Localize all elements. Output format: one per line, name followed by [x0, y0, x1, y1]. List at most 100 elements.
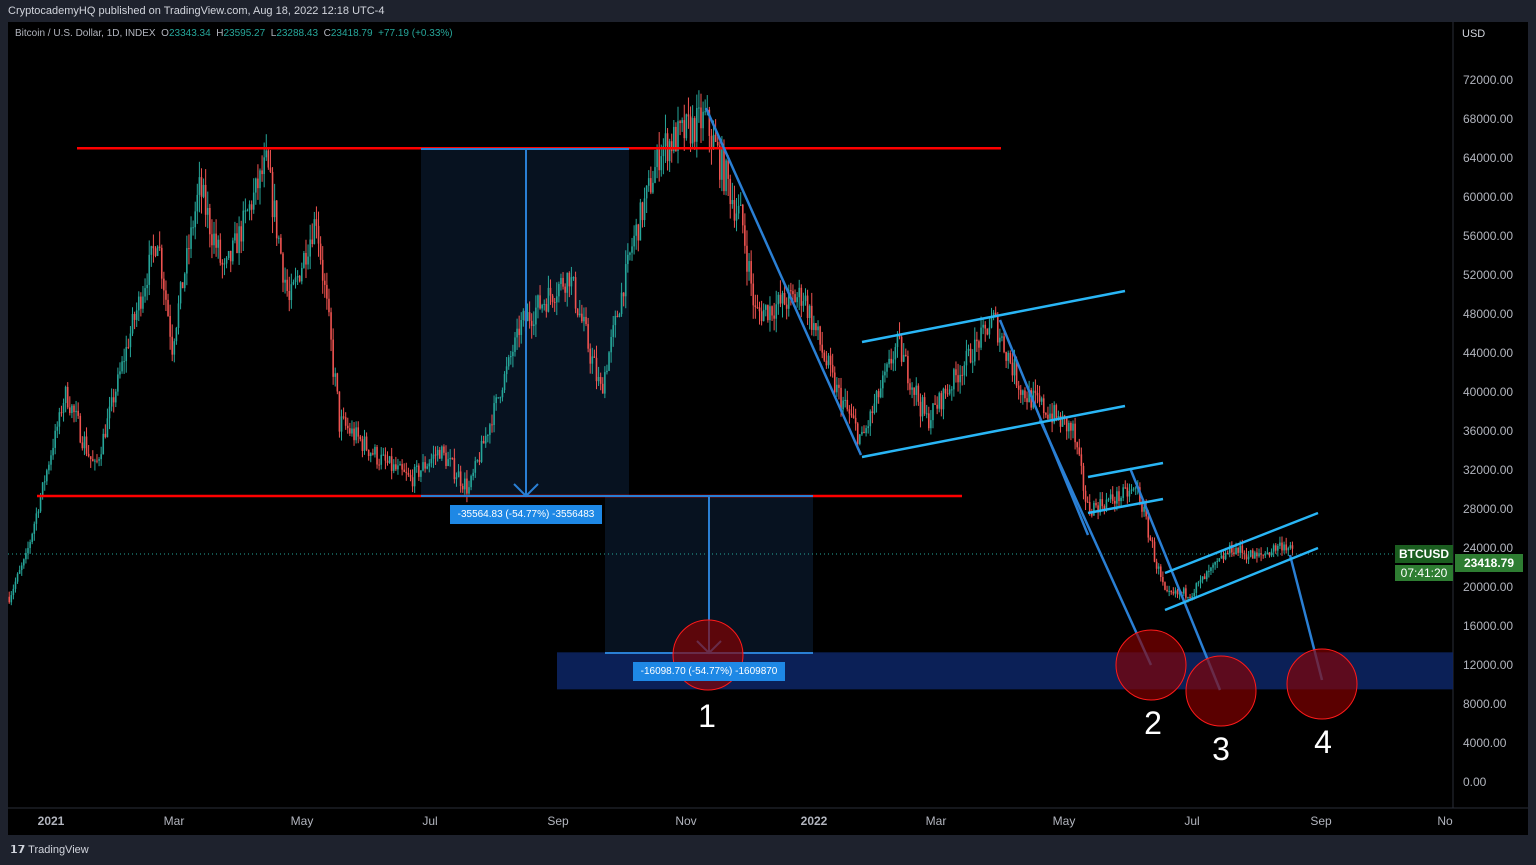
candle-body: [50, 455, 52, 465]
candle-body: [1120, 497, 1122, 502]
candle-body: [514, 337, 516, 352]
change-value: +77.19 (+0.33%): [378, 28, 453, 39]
candle-body: [854, 417, 857, 424]
candle-body: [361, 439, 364, 451]
candle-body: [1059, 415, 1062, 427]
candle-body: [986, 328, 989, 335]
candle-body: [654, 167, 656, 183]
candle-body: [794, 294, 796, 303]
candle-body: [620, 292, 623, 315]
candle-body: [29, 542, 31, 548]
candle-body: [921, 397, 924, 417]
candle-body: [196, 194, 199, 212]
candle-body: [917, 385, 920, 402]
price-axis: [1453, 22, 1528, 808]
candle-body: [309, 239, 311, 257]
candle-body: [1091, 512, 1093, 516]
candle-body: [344, 417, 347, 426]
candle-body: [1132, 488, 1135, 490]
measure-label-2[interactable]: -16098.70 (-54.77%) -1609870: [633, 662, 785, 681]
candle-body: [528, 312, 531, 321]
candle-body: [677, 121, 679, 151]
price-tick-label: 28000.00: [1463, 502, 1513, 516]
candle-body: [852, 415, 855, 418]
candle-body: [741, 204, 744, 226]
price-tick-label: 36000.00: [1463, 424, 1513, 438]
candle-body: [71, 405, 73, 414]
target-number-1: 1: [698, 698, 716, 734]
candle-body: [353, 428, 355, 441]
candle-body: [767, 305, 769, 321]
price-tick-label: 12000.00: [1463, 658, 1513, 672]
candle-body: [930, 420, 932, 429]
candle-body: [386, 460, 389, 463]
candle-body: [976, 339, 978, 342]
candle-body: [1166, 589, 1168, 592]
candle-body: [581, 313, 583, 322]
candle-body: [64, 386, 67, 404]
candle-body: [194, 211, 197, 228]
candle-body: [1185, 588, 1187, 598]
candle-body: [984, 324, 987, 329]
candle-body: [478, 460, 481, 462]
candle-body: [1072, 423, 1074, 431]
candle-body: [305, 252, 307, 265]
candle-body: [1210, 567, 1212, 571]
candle-body: [503, 374, 506, 391]
price-tick-label: 16000.00: [1463, 619, 1513, 633]
candle-body: [395, 464, 397, 470]
candle-body: [1084, 490, 1087, 502]
candle-body: [369, 453, 372, 457]
candle-body: [900, 336, 903, 362]
candle-body: [965, 350, 968, 366]
candle-body: [1101, 499, 1104, 507]
candle-body: [1249, 550, 1252, 557]
price-tick-label: 56000.00: [1463, 229, 1513, 243]
candle-body: [1097, 505, 1099, 513]
candle-body: [420, 470, 422, 477]
projection-trendline: [1128, 467, 1222, 691]
time-tick-label: May: [1053, 814, 1076, 828]
candle-body: [234, 233, 236, 241]
candle-body: [660, 156, 663, 171]
candle-body: [1274, 545, 1277, 551]
candle-body: [833, 372, 836, 393]
candle-body: [890, 358, 892, 364]
candle-body: [447, 459, 449, 466]
candle-body: [374, 447, 376, 455]
candle-body: [54, 430, 56, 448]
candle-body: [487, 434, 489, 436]
candle-body: [1141, 502, 1143, 512]
publish-header: CryptocademyHQ published on TradingView.…: [0, 0, 1536, 22]
price-tick-label: 68000.00: [1463, 112, 1513, 126]
projection-trendline: [1038, 419, 1153, 666]
candle-body: [570, 277, 573, 287]
candle-body: [704, 111, 706, 113]
measure-label-1[interactable]: -35564.83 (-54.77%) -3556483: [450, 505, 602, 524]
candle-body: [445, 452, 447, 466]
candle-body: [1164, 582, 1166, 590]
candle-body: [637, 224, 640, 241]
candle-body: [1143, 506, 1145, 512]
candle-body: [696, 107, 698, 142]
candle-body: [932, 403, 934, 421]
candle-body: [712, 134, 715, 149]
candle-body: [530, 320, 533, 326]
chart-pane[interactable]: [8, 22, 1528, 835]
candle-body: [238, 226, 240, 254]
candle-body: [566, 272, 569, 293]
candle-body: [294, 277, 297, 283]
candle-body: [1199, 579, 1202, 583]
candle-body: [75, 410, 77, 413]
candle-body: [1197, 582, 1200, 584]
candle-body: [60, 412, 63, 414]
candle-body: [882, 375, 884, 389]
candle-body: [443, 446, 445, 453]
candle-body: [273, 200, 276, 218]
price-tick-label: 40000.00: [1463, 385, 1513, 399]
candle-body: [762, 309, 765, 322]
candle-body: [543, 304, 546, 306]
symbol-name: Bitcoin / U.S. Dollar, 1D, INDEX: [15, 28, 156, 39]
candle-body: [37, 511, 40, 514]
